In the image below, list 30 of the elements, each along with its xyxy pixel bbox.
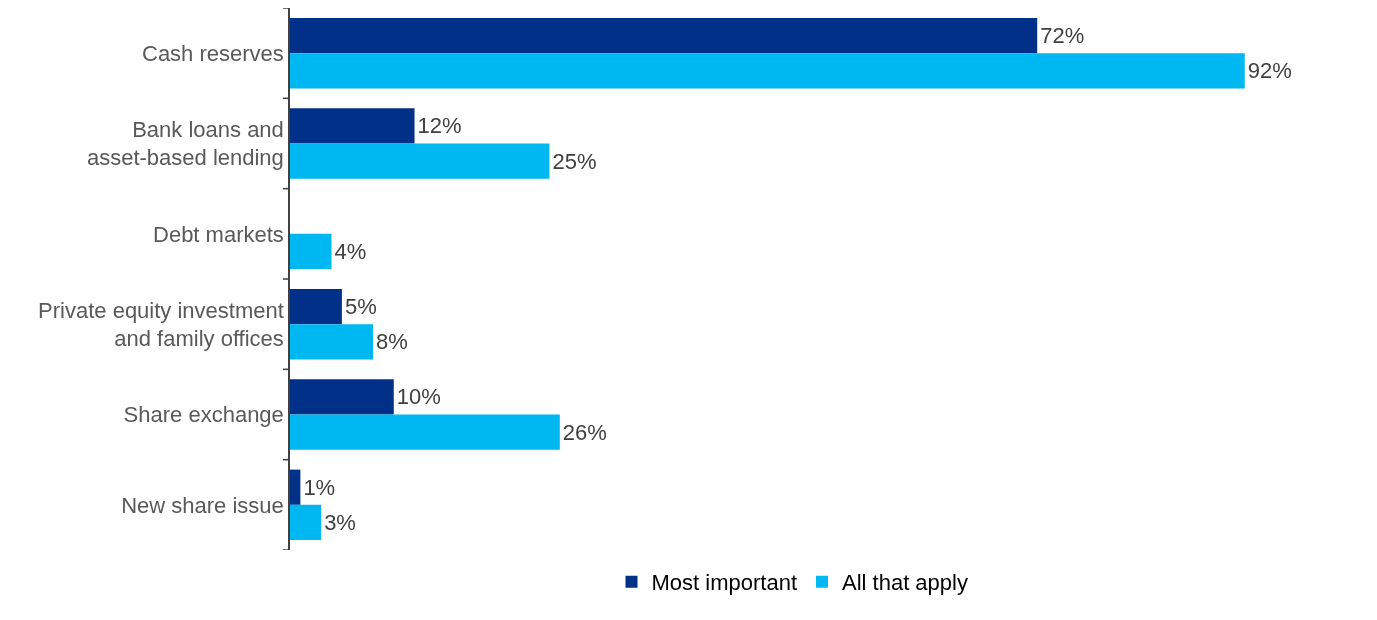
y-tick-label: Debt markets [153, 221, 284, 247]
bar [290, 53, 1245, 89]
y-tick-label: New share issue [121, 492, 284, 518]
data-label: 5% [344, 294, 377, 320]
bar [290, 469, 301, 505]
bar [290, 288, 342, 325]
bar [290, 379, 394, 415]
legend-label: Most important [651, 570, 797, 596]
bar [290, 414, 560, 450]
data-label: 3% [324, 509, 356, 535]
bar [290, 17, 1038, 54]
bar [290, 504, 322, 541]
bar [290, 143, 550, 179]
y-tick-label: Share exchange [123, 402, 284, 428]
y-tick-label: Private equity investment and family offices [38, 297, 284, 352]
data-label: 10% [396, 384, 441, 410]
data-label: 25% [552, 148, 597, 174]
data-label: 1% [303, 474, 336, 500]
bar [290, 324, 374, 360]
data-label: 92% [1247, 58, 1292, 84]
data-label: 8% [376, 329, 408, 355]
data-label: 26% [562, 419, 607, 445]
legend-label: All that apply [842, 570, 968, 596]
bar [290, 108, 415, 144]
data-label: 4% [334, 238, 367, 264]
data-label: 12% [417, 113, 462, 139]
y-tick-label: Bank loans and asset-based lending [86, 116, 284, 171]
y-tick-label: Cash reserves [142, 40, 284, 66]
bar [290, 233, 332, 270]
data-label: 72% [1040, 23, 1085, 49]
